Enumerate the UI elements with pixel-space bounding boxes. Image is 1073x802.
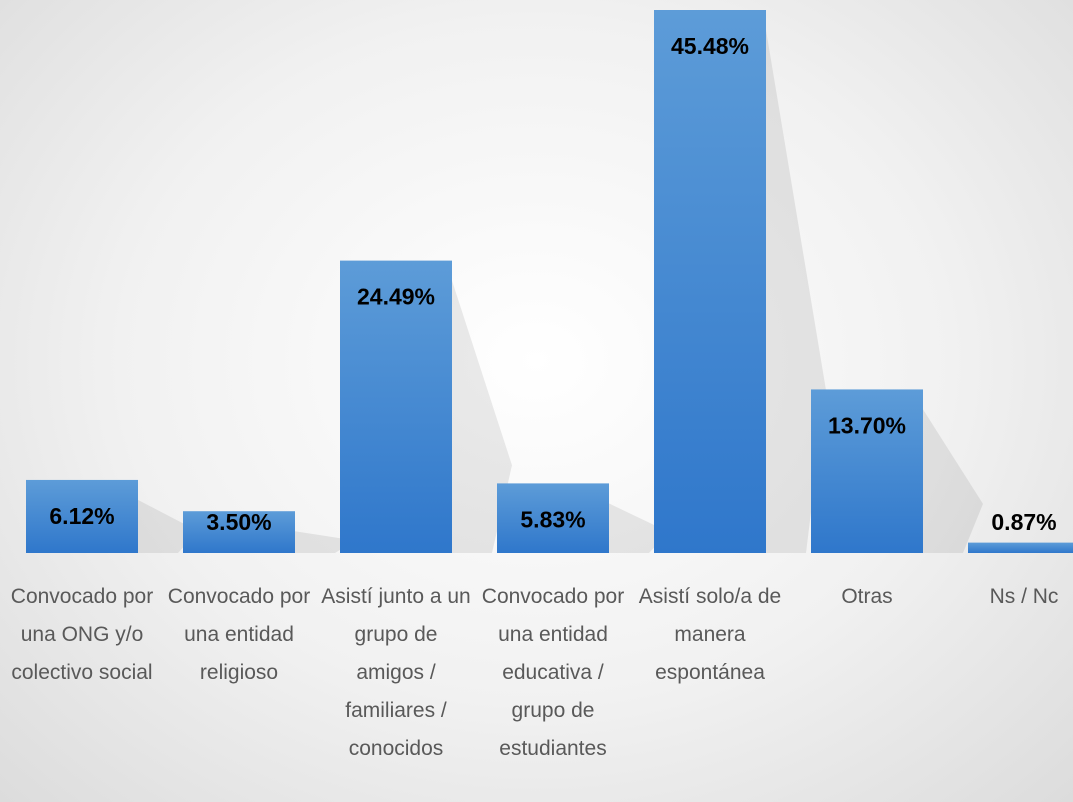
category-label: Convocado por una ONG y/o colectivo soci… [10,585,154,684]
bar [26,479,138,553]
value-label: 24.49% [357,284,435,310]
value-label: 3.50% [206,509,271,535]
value-label: 0.87% [991,509,1056,535]
bar [654,10,766,553]
category-label: Asistí solo/a de manera espontánea [638,585,782,684]
value-label: 6.12% [49,503,114,529]
bar-shadow [923,409,983,553]
value-label: 45.48% [671,33,749,59]
bar [183,511,295,553]
category-label: Otras [841,585,893,608]
bar [811,389,923,553]
category-label: Convocado por una entidad educativa / gr… [481,585,625,760]
category-label: Convocado por una entidad religioso [167,585,311,684]
bar [340,260,452,553]
bar [968,542,1073,553]
category-label: Ns / Nc [989,585,1059,608]
bar [497,483,609,553]
category-label: Asistí junto a un grupo de amigos / fami… [321,585,471,760]
value-label: 13.70% [828,413,906,439]
value-label: 5.83% [520,506,585,532]
